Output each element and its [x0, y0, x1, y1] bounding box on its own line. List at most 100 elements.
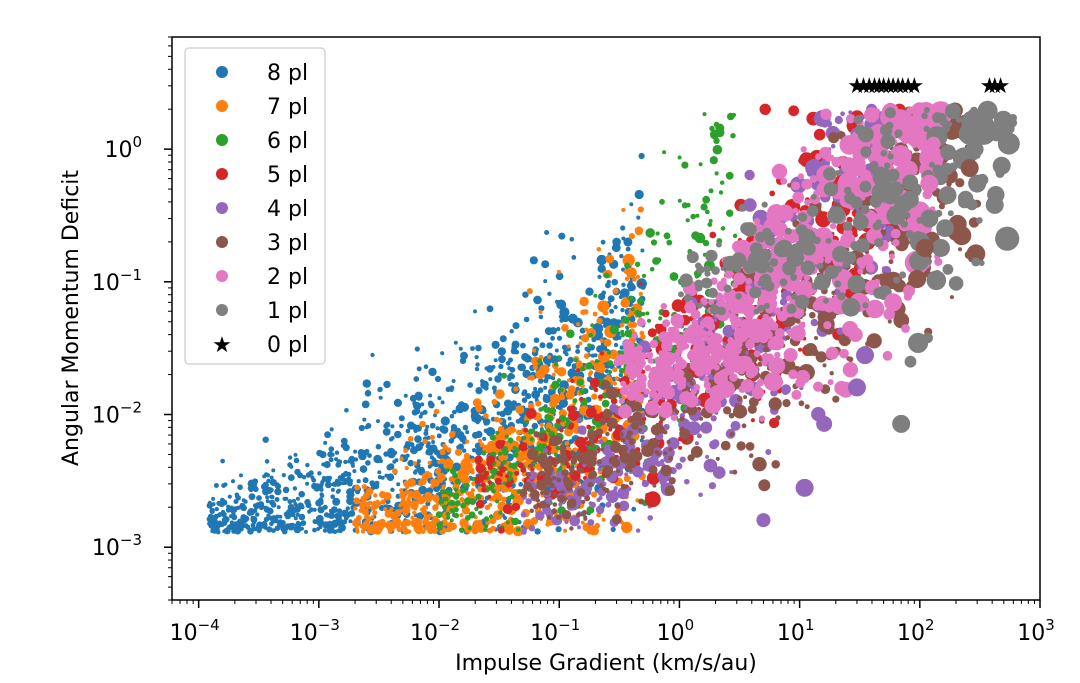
- point-8pl: [227, 505, 235, 513]
- point-6pl: [468, 511, 476, 519]
- point-3pl: [536, 455, 544, 464]
- point-6pl: [504, 448, 508, 453]
- point-8pl: [364, 425, 369, 430]
- point-8pl: [274, 497, 280, 502]
- point-6pl: [634, 261, 641, 267]
- point-3pl: [620, 483, 627, 490]
- point-3pl: [599, 417, 607, 426]
- point-3pl: [556, 477, 562, 483]
- point-8pl: [621, 236, 626, 241]
- point-8pl: [618, 372, 623, 378]
- point-7pl: [580, 334, 590, 343]
- point-1pl-large: [993, 115, 1014, 136]
- point-2pl: [632, 351, 643, 362]
- point-2pl: [747, 361, 755, 370]
- point-3pl: [562, 476, 571, 484]
- point-7pl: [619, 322, 625, 328]
- point-8pl: [625, 246, 631, 252]
- point-8pl: [275, 514, 280, 519]
- point-8pl: [219, 521, 225, 528]
- point-7pl: [405, 529, 410, 534]
- point-7pl: [539, 422, 544, 428]
- point-2pl-large: [920, 174, 939, 193]
- point-7pl: [354, 484, 361, 491]
- point-8pl: [498, 363, 504, 370]
- point-2pl: [849, 159, 867, 177]
- point-6pl: [458, 527, 465, 533]
- point-2pl: [740, 275, 747, 282]
- point-5pl: [575, 436, 587, 448]
- point-6pl: [593, 293, 598, 298]
- point-7pl: [579, 296, 589, 307]
- point-6pl: [546, 428, 551, 433]
- point-8pl: [420, 402, 425, 407]
- point-7pl: [486, 527, 493, 534]
- point-8pl: [360, 452, 365, 457]
- point-2pl: [791, 181, 801, 191]
- point-1pl: [880, 124, 893, 137]
- point-1pl: [882, 188, 898, 205]
- point-7pl: [496, 483, 501, 488]
- point-6pl: [573, 357, 578, 363]
- point-1pl: [753, 308, 760, 315]
- point-0pl: ★: [869, 74, 889, 99]
- point-1pl: [926, 270, 947, 291]
- point-2pl: [768, 357, 786, 375]
- point-2pl: [725, 364, 734, 372]
- point-2pl: [819, 146, 832, 160]
- point-0pl: ★: [865, 74, 885, 99]
- point-3pl: [809, 311, 816, 319]
- point-2pl: [797, 173, 805, 180]
- point-3pl: [733, 383, 738, 388]
- point-1pl: [860, 204, 870, 215]
- point-8pl: [555, 526, 562, 533]
- point-3pl: [587, 481, 593, 488]
- point-7pl: [423, 505, 429, 510]
- point-3pl: [838, 333, 851, 347]
- point-3pl: [650, 424, 663, 436]
- legend-marker: [216, 270, 228, 282]
- point-6pl: [714, 171, 719, 176]
- point-7pl: [606, 374, 611, 379]
- point-8pl: [227, 494, 232, 499]
- point-2pl: [725, 302, 734, 311]
- point-8pl: [334, 479, 342, 487]
- point-8pl: [475, 344, 482, 352]
- point-4pl: [634, 465, 641, 472]
- point-6pl: [590, 323, 595, 328]
- point-7pl: [520, 450, 527, 457]
- point-3pl: [602, 465, 614, 476]
- point-8pl: [437, 396, 442, 401]
- x-tick-label: 10−1: [530, 616, 580, 646]
- point-8pl: [287, 499, 293, 505]
- point-6pl: [512, 445, 517, 450]
- point-2pl: [831, 156, 842, 168]
- point-7pl: [621, 521, 633, 534]
- point-1pl: [754, 257, 770, 274]
- point-4pl: [712, 466, 726, 479]
- point-7pl: [551, 399, 557, 404]
- point-1pl: [955, 116, 962, 123]
- point-6pl: [656, 257, 662, 263]
- point-2pl: [623, 345, 633, 355]
- point-1pl: [711, 266, 720, 275]
- legend-marker: [216, 134, 228, 146]
- point-8pl: [328, 508, 333, 513]
- point-1pl: [961, 110, 985, 134]
- point-2pl: [647, 357, 654, 364]
- point-3pl: [887, 319, 892, 324]
- point-7pl: [576, 322, 581, 327]
- point-3pl: [723, 406, 732, 415]
- point-3pl: [833, 202, 839, 208]
- point-8pl: [295, 512, 300, 517]
- point-2pl: [671, 336, 679, 343]
- point-2pl: [814, 153, 822, 160]
- point-3pl: [576, 488, 586, 497]
- x-tick-label: 10−2: [410, 616, 460, 646]
- point-6pl: [453, 512, 460, 519]
- point-2pl: [753, 350, 761, 358]
- point-6pl: [543, 408, 549, 413]
- point-2pl: [662, 319, 671, 328]
- point-4pl: [684, 478, 690, 485]
- point-5pl: [597, 394, 604, 400]
